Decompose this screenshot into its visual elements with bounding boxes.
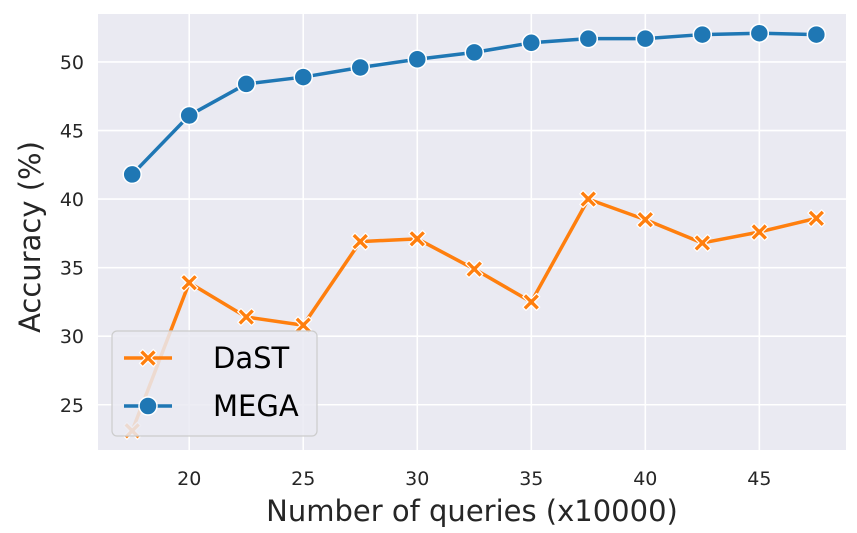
y-tick-label: 50 [60, 52, 84, 74]
x-tick-label: 20 [177, 468, 201, 490]
legend-marker-dast [138, 348, 158, 368]
series-mega [122, 23, 827, 185]
data-point-dast [693, 233, 712, 253]
x-tick-label: 45 [747, 468, 771, 490]
legend: DaST MEGA [111, 330, 318, 437]
y-tick-labels: 25 30 35 40 45 50 [60, 52, 84, 417]
data-point-mega [122, 164, 142, 185]
x-tick-label: 40 [633, 468, 657, 490]
data-point-dast [465, 259, 484, 279]
data-point-mega [806, 24, 827, 45]
y-tick-label: 30 [60, 326, 84, 348]
data-point-mega [749, 23, 770, 43]
data-point-dast [579, 189, 598, 209]
data-point-dast [237, 307, 256, 327]
data-point-mega [236, 74, 256, 94]
data-point-mega [350, 57, 371, 78]
data-point-dast [750, 222, 769, 242]
x-tick-labels: 20 25 30 35 40 45 [177, 468, 771, 490]
data-point-dast [636, 210, 655, 229]
data-point-mega [464, 42, 485, 63]
x-axis-title: Number of queries (x10000) [266, 494, 678, 528]
legend-label-mega: MEGA [213, 389, 299, 423]
legend-marker-mega [138, 396, 158, 416]
data-point-mega [407, 49, 428, 69]
data-point-mega [692, 24, 713, 45]
x-tick-label: 35 [519, 468, 543, 490]
x-tick-label: 30 [405, 468, 429, 490]
y-axis-title: Accuracy (%) [13, 141, 47, 333]
data-point-mega [578, 28, 599, 49]
x-tick-label: 25 [291, 468, 315, 490]
data-point-dast [351, 232, 370, 251]
data-point-mega [521, 33, 542, 53]
data-point-dast [408, 229, 427, 248]
data-point-dast [807, 209, 826, 228]
y-tick-label: 25 [60, 395, 84, 417]
y-tick-label: 35 [60, 258, 84, 280]
y-tick-label: 40 [60, 189, 84, 211]
data-point-dast [180, 273, 199, 292]
y-tick-label: 45 [60, 121, 84, 143]
data-point-mega [635, 28, 656, 49]
data-point-dast [522, 292, 541, 312]
data-point-mega [293, 67, 313, 87]
legend-label-dast: DaST [213, 341, 290, 375]
data-point-mega [179, 105, 199, 126]
